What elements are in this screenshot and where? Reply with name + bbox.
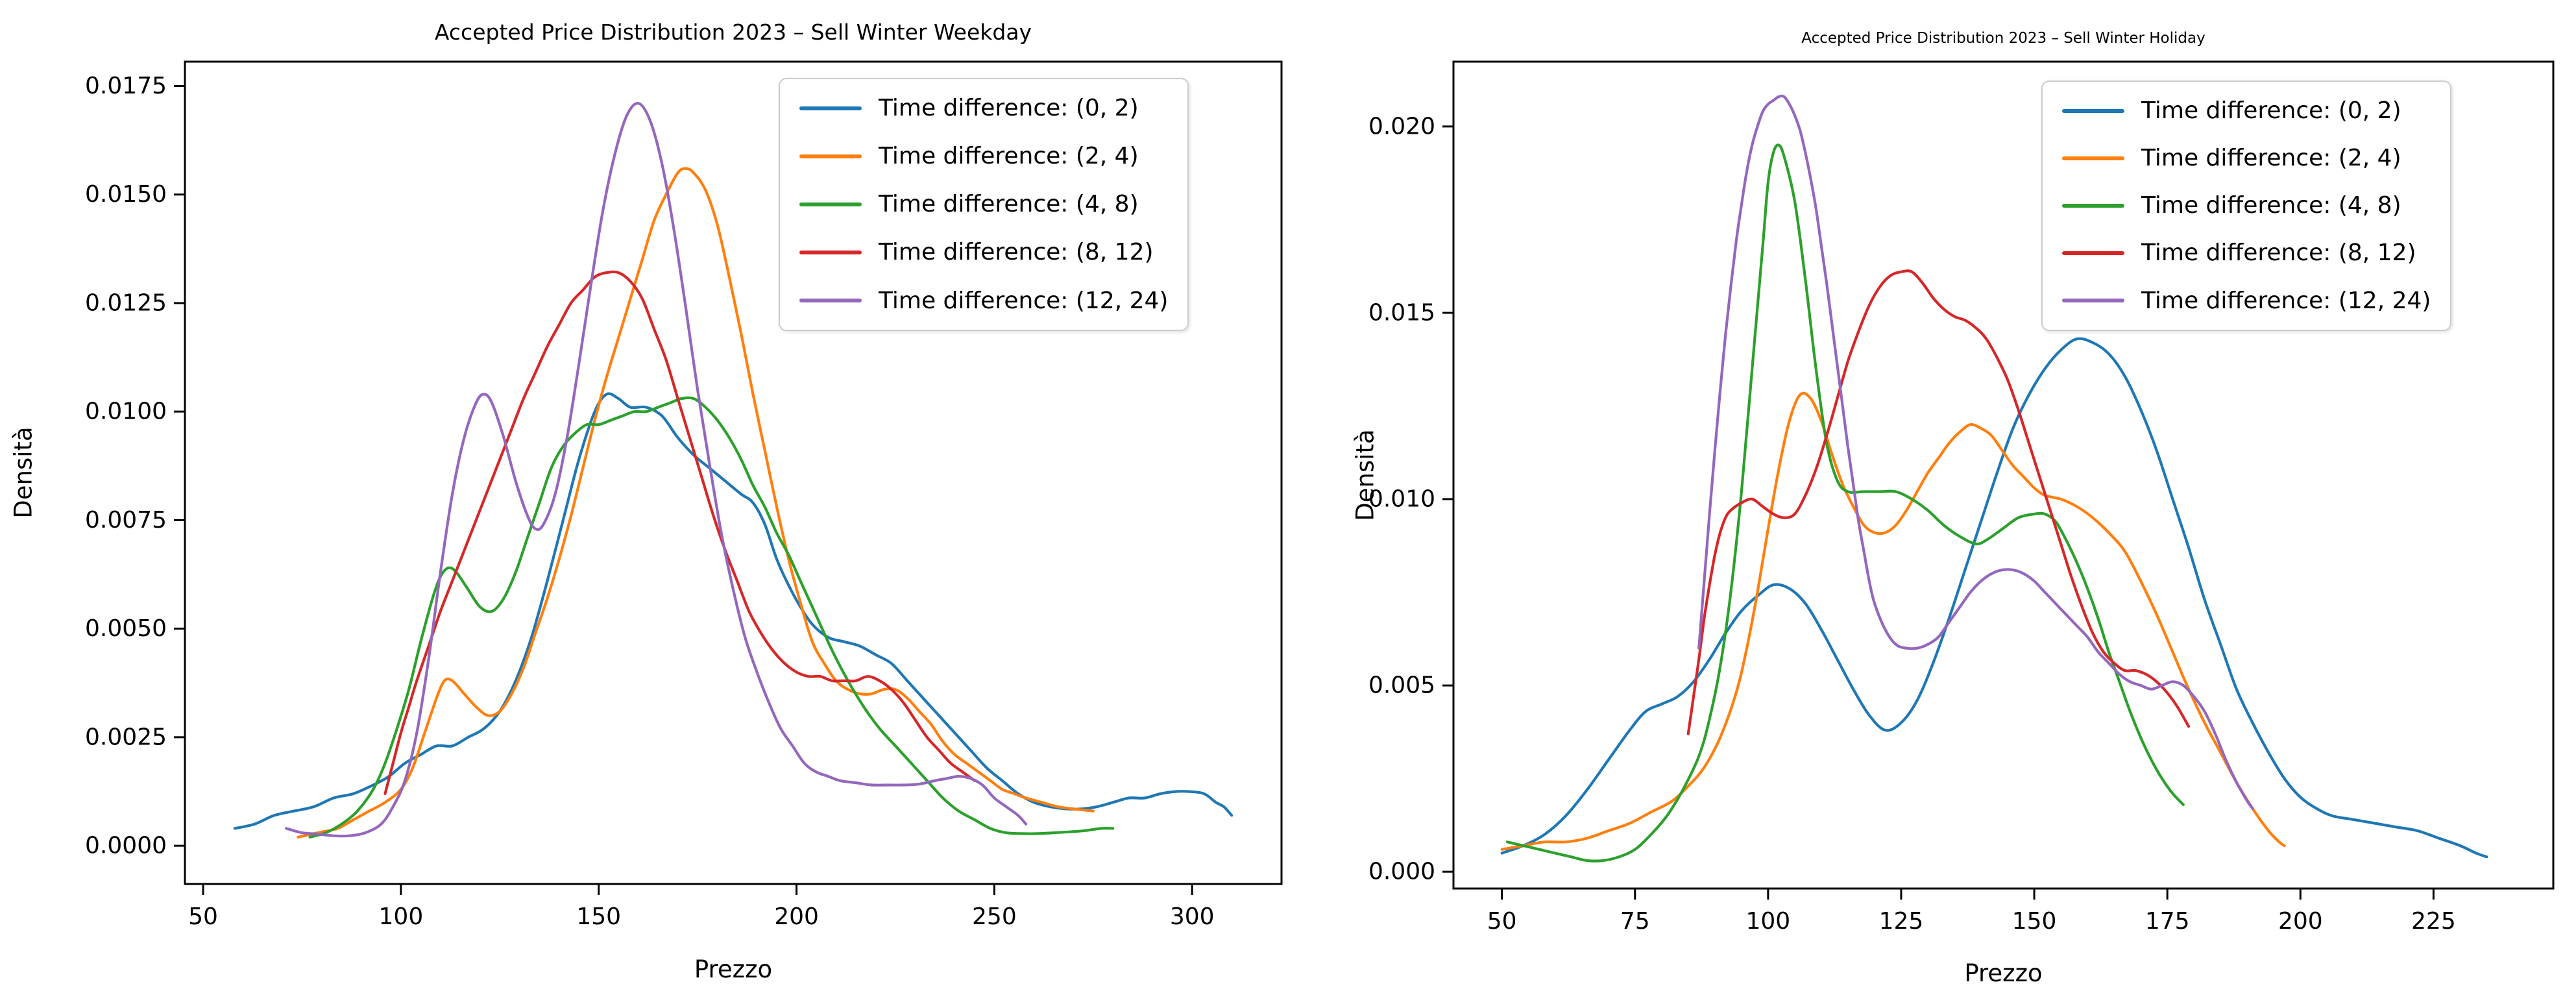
legend-holiday: Time difference: (0, 2) Time difference: …: [2041, 80, 2452, 331]
legend-label: Time difference: (0, 2): [879, 95, 1139, 121]
y-tick-label: 0.0150: [85, 181, 167, 208]
axes-panel-0: 50 100 150 200 250 300 0.0000 0.0025 0.0050 0.007…: [85, 60, 1283, 930]
y-tick-label: 0.015: [1368, 299, 1435, 326]
axes-spines: [184, 60, 1283, 885]
y-tick-label: 0.0025: [85, 724, 167, 750]
y-tick-label: 0.0125: [85, 289, 167, 316]
x-tick-label: 125: [1879, 908, 1924, 935]
y-axis-label-weekday: Densità: [9, 426, 38, 519]
legend-line-swatch: [799, 154, 862, 158]
x-tick-label: 200: [2278, 908, 2323, 935]
axes-spines: [1452, 60, 2555, 890]
kde-curve-0-1: [297, 167, 1095, 839]
legend-line-swatch: [2062, 251, 2124, 256]
x-axis-label-holiday: Prezzo: [1964, 959, 2043, 987]
legend-line-swatch: [2062, 299, 2124, 303]
plot-title-weekday: Accepted Price Distribution 2023 – Sell …: [434, 19, 1032, 45]
legend-line-swatch: [799, 106, 862, 110]
legend-line-swatch: [799, 251, 862, 255]
y-tick-label: 0.0050: [85, 615, 167, 642]
legend-item-1-3: Time difference: (8, 12): [2062, 239, 2431, 266]
x-tick-label: 150: [2012, 908, 2057, 935]
y-tick-label: 0.020: [1368, 113, 1435, 140]
legend-item-1-2: Time difference: (4, 8): [2062, 192, 2431, 219]
x-tick-label: 75: [1620, 908, 1650, 935]
y-tick-label: 0.0075: [85, 507, 167, 534]
legend-label: Time difference: (4, 8): [879, 191, 1139, 218]
legend-item-1-0: Time difference: (0, 2): [2062, 97, 2431, 124]
kde-curve-0-4: [285, 102, 1028, 838]
legend-item-1-1: Time difference: (2, 4): [2062, 145, 2431, 171]
x-tick-label: 50: [1487, 908, 1517, 935]
legend-label: Time difference: (8, 12): [2141, 239, 2416, 267]
x-axis-label-weekday: Prezzo: [694, 955, 773, 983]
x-tick-label: 225: [2411, 908, 2456, 935]
kde-curve-1-1: [1500, 391, 2286, 851]
legend-line-swatch: [799, 299, 862, 303]
legend-label: Time difference: (12, 24): [879, 287, 1169, 314]
x-tick-label: 200: [774, 903, 819, 930]
legend-line-swatch: [799, 202, 862, 206]
y-tick-label: 0.000: [1368, 859, 1435, 885]
plot-title-holiday: Accepted Price Distribution 2023 – Sell …: [1801, 30, 2205, 47]
kde-curve-1-2: [1505, 143, 2185, 863]
x-tick-label: 175: [2145, 908, 2190, 935]
legend-label: Time difference: (12, 24): [2141, 287, 2431, 314]
kde-curve-0-3: [383, 270, 976, 795]
kde-curve-1-0: [1500, 337, 2488, 859]
legend-label: Time difference: (0, 2): [2141, 97, 2401, 124]
x-tick-label: 50: [188, 903, 218, 930]
legend-item-1-4: Time difference: (12, 24): [2062, 288, 2431, 314]
x-tick-label: 100: [1746, 908, 1791, 935]
legend-weekday: Time difference: (0, 2) Time difference: …: [779, 78, 1189, 331]
x-tick-label: 100: [379, 903, 424, 930]
legend-item-0-3: Time difference: (8, 12): [799, 239, 1168, 265]
kde-curve-1-3: [1686, 269, 2191, 735]
legend-item-0-0: Time difference: (0, 2): [799, 95, 1168, 121]
legend-label: Time difference: (2, 4): [879, 143, 1139, 170]
legend-item-0-2: Time difference: (4, 8): [799, 191, 1168, 217]
y-tick-label: 0.0000: [85, 833, 167, 859]
legend-label: Time difference: (2, 4): [2141, 145, 2401, 172]
y-tick-label: 0.005: [1368, 672, 1435, 699]
legend-label: Time difference: (4, 8): [2141, 192, 2401, 219]
legend-line-swatch: [2062, 203, 2124, 208]
legend-label: Time difference: (8, 12): [879, 239, 1154, 266]
legend-item-0-1: Time difference: (2, 4): [799, 143, 1168, 169]
legend-line-swatch: [2062, 108, 2124, 113]
x-tick-label: 250: [972, 903, 1017, 930]
y-tick-label: 0.0175: [85, 73, 167, 99]
legend-item-0-4: Time difference: (12, 24): [799, 288, 1168, 314]
legend-line-swatch: [2062, 156, 2124, 160]
y-tick-label: 0.0100: [85, 399, 167, 425]
x-tick-label: 150: [576, 903, 621, 930]
y-tick-label: 0.010: [1368, 486, 1435, 513]
x-tick-label: 300: [1170, 903, 1215, 930]
y-axis-label-holiday: Densità: [1351, 429, 1379, 521]
axes-panel-1: 50 75 100 125 150 175 200 225 0.000 0.005 0.010 0.0…: [1368, 60, 2555, 935]
kde-curve-1-4: [1697, 94, 2254, 810]
